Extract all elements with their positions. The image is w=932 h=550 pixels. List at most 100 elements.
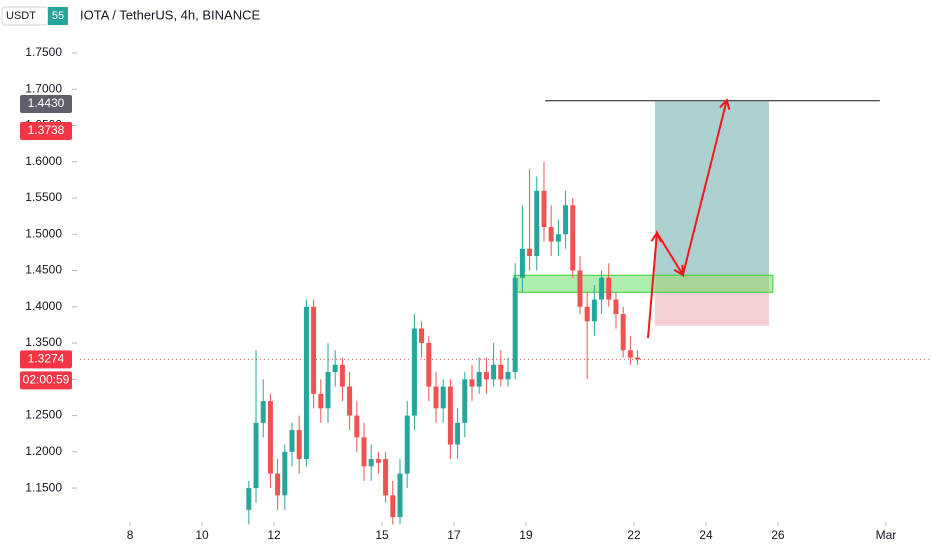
- candle-body: [548, 227, 554, 242]
- candle-body: [527, 248, 533, 257]
- candle-body: [318, 393, 324, 409]
- target-box: [654, 101, 769, 276]
- countdown-bg: [20, 371, 72, 390]
- candle-body: [404, 415, 410, 474]
- y-tick-label: 1.3500: [25, 335, 62, 349]
- x-tick-label: 15: [375, 528, 389, 542]
- projection-path: [647, 99, 728, 339]
- candle-body: [325, 372, 331, 409]
- candle-body: [570, 205, 576, 271]
- x-tick-label: Mar: [876, 528, 897, 542]
- candle-body: [383, 459, 389, 496]
- candle-body: [433, 386, 439, 409]
- candle-body: [476, 372, 482, 387]
- candle-body: [311, 306, 317, 394]
- chart-title: IOTA / TetherUS, 4h, BINANCE: [80, 7, 260, 22]
- candle-body: [491, 364, 497, 380]
- header-bg: [0, 0, 932, 30]
- candle-body: [275, 473, 281, 496]
- candle-body: [368, 459, 374, 467]
- candle-body: [505, 372, 511, 380]
- arrow-head: [673, 264, 685, 277]
- price-label: 1.3738: [28, 123, 65, 137]
- y-tick-label: 1.4500: [25, 263, 62, 277]
- y-tick-label: 1.2500: [25, 408, 62, 422]
- candle-body: [483, 372, 489, 380]
- candle-body: [599, 277, 605, 300]
- candle-body: [347, 386, 353, 416]
- candle-body: [620, 314, 626, 351]
- candle-body: [253, 422, 259, 489]
- candle-body: [541, 190, 547, 228]
- candle-body: [447, 386, 453, 445]
- price-label-bg: [20, 122, 72, 140]
- y-tick-label: 1.7500: [25, 45, 62, 59]
- arrow-head: [650, 230, 662, 243]
- x-tick-label: 8: [127, 528, 134, 542]
- y-tick-label: 1.1500: [25, 480, 62, 494]
- candle-body: [303, 306, 309, 460]
- x-tick-label: 19: [519, 528, 533, 542]
- candle-body: [512, 277, 518, 373]
- candle-body: [260, 401, 266, 423]
- price-label-bg: [20, 95, 72, 113]
- candle-body: [375, 459, 381, 463]
- candle-body: [635, 357, 641, 360]
- arrow-head: [719, 98, 731, 111]
- plot-area: [80, 100, 932, 525]
- candle-body: [282, 451, 288, 496]
- y-tick-label: 1.6000: [25, 154, 62, 168]
- badge: 55: [52, 10, 64, 22]
- y-tick-label: 1.7000: [25, 81, 62, 95]
- candle-body: [498, 364, 504, 380]
- candle-body: [519, 248, 525, 278]
- candle-body: [361, 437, 367, 467]
- candle-body: [332, 364, 338, 373]
- candle-body: [606, 277, 612, 300]
- candle-body: [296, 430, 302, 460]
- overlay: [647, 98, 731, 339]
- candle-body: [462, 379, 468, 423]
- currency: USDT: [6, 10, 36, 22]
- y-tick-label: 1.5000: [25, 226, 62, 240]
- candle-body: [440, 386, 446, 409]
- candle-body: [289, 430, 295, 452]
- candle-body: [397, 473, 403, 518]
- price-label: 1.4430: [28, 96, 65, 110]
- y-tick-label: 1.5500: [25, 190, 62, 204]
- x-tick-label: 24: [699, 528, 713, 542]
- candle-body: [411, 328, 417, 416]
- candle-body: [555, 234, 561, 242]
- x-tick-label: 10: [195, 528, 209, 542]
- axes: 1.75001.70001.65001.60001.55001.50001.45…: [20, 45, 896, 542]
- candle-body: [563, 205, 569, 235]
- stop-box: [654, 275, 769, 326]
- x-tick-label: 12: [267, 528, 281, 542]
- candle-body: [469, 379, 475, 387]
- last-price-label-bg: [20, 350, 72, 369]
- y-tick-label: 1.4000: [25, 299, 62, 313]
- x-tick-label: 22: [627, 528, 641, 542]
- candle-body: [455, 422, 461, 445]
- badge-bg: [48, 7, 68, 25]
- candle-body: [390, 495, 396, 518]
- x-tick-label: 26: [771, 528, 785, 542]
- candle-body: [426, 343, 432, 387]
- candle-body: [577, 270, 583, 307]
- candle-body: [534, 190, 540, 257]
- candle-body: [627, 350, 633, 358]
- candle-body: [419, 328, 425, 344]
- y-tick-label: 1.2000: [25, 444, 62, 458]
- candle-body: [339, 364, 345, 387]
- candle-body: [267, 401, 273, 474]
- candle-body: [591, 299, 597, 322]
- candle-body: [584, 306, 590, 322]
- last-price-label: 1.3274: [28, 352, 65, 366]
- zone: [513, 274, 774, 293]
- candle-body: [613, 299, 619, 315]
- candle-body: [354, 415, 360, 438]
- x-tick-label: 17: [447, 528, 461, 542]
- countdown: 02:00:59: [23, 373, 70, 387]
